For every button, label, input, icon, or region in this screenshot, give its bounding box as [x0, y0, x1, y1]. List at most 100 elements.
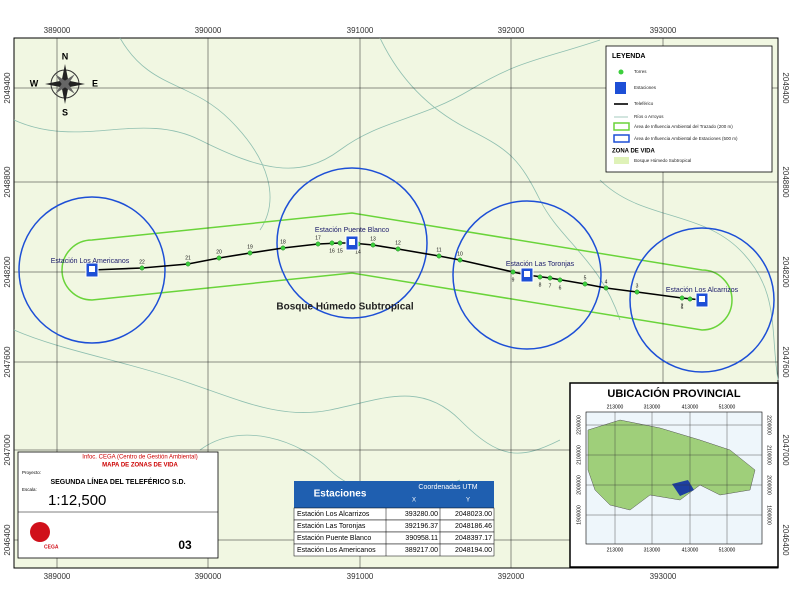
tower: [603, 285, 609, 291]
island: [587, 419, 756, 511]
inset-x-label: 513000: [719, 547, 736, 553]
tower-label: 2: [681, 303, 684, 309]
tower-label: 20: [216, 249, 222, 255]
project-name: SEGUNDA LÍNEA DEL TELEFÉRICO S.D.: [50, 477, 185, 486]
x-coord-label: 391000: [347, 26, 374, 35]
compass-letter: N: [62, 51, 69, 61]
x-coord-label: 392000: [498, 26, 525, 35]
inset-x-label: 413000: [682, 404, 699, 410]
river: [379, 37, 621, 321]
logo: [30, 522, 50, 542]
table-cell: 2048186.46: [455, 523, 492, 530]
y-coord-label: 2047000: [781, 434, 790, 466]
table-subheader: Y: [466, 498, 470, 504]
table-header: Coordenadas UTM: [418, 484, 477, 491]
table-row: [293, 543, 495, 557]
tower-label: 17: [315, 235, 321, 241]
legend-item: Estaciones: [634, 85, 657, 90]
table-cell: 390958.11: [405, 535, 438, 542]
table-cell: 392196.37: [405, 523, 438, 530]
tower: [395, 246, 401, 252]
tower-label: 13: [370, 236, 376, 242]
tower: [337, 240, 343, 246]
compass-letter: E: [92, 78, 98, 88]
inset-x-label: 213000: [607, 404, 624, 410]
tower-label: 18: [280, 239, 286, 245]
tower: [315, 241, 321, 247]
legend-zone-title: ZONA DE VIDA: [612, 149, 655, 155]
legend-item: Área de Influencia Ambiental del Trazado…: [634, 123, 733, 129]
zone-label: Bosque Húmedo Subtropical: [276, 302, 413, 313]
tower-label: 21: [185, 255, 191, 261]
station-buffer: [276, 167, 428, 319]
tower: [247, 250, 253, 256]
y-coord-label: 2049400: [3, 72, 12, 104]
x-coord-label: 391000: [347, 572, 374, 581]
legend-item: Ríos o Arroyos: [634, 114, 664, 119]
tower-label: 3: [636, 283, 639, 289]
tower: [679, 295, 685, 301]
y-coord-label: 2048800: [781, 166, 790, 198]
y-coord-label: 2047000: [3, 434, 12, 466]
inset-title: UBICACIÓN PROVINCIAL: [607, 387, 741, 400]
y-coord-label: 2046400: [3, 524, 12, 556]
tower-label: 19: [247, 244, 253, 250]
tower-label: 11: [436, 247, 441, 253]
tower: [582, 281, 588, 287]
tower: [537, 274, 543, 280]
river: [599, 179, 779, 381]
inset-y-label: 2100000: [766, 445, 772, 465]
tower: [557, 277, 563, 283]
inset-x-label: 313000: [644, 547, 661, 553]
title-block: [17, 451, 219, 559]
y-coord-label: 2047600: [3, 346, 12, 378]
y-coord-label: 2048200: [781, 256, 790, 288]
tower-label: 7: [549, 283, 552, 289]
inset-x-label: 513000: [719, 404, 736, 410]
map-title: MAPA DE ZONAS DE VIDA: [102, 463, 178, 469]
station-label: Estación Los Alcarrizos: [666, 287, 739, 294]
y-coord-label: 2048800: [3, 166, 12, 198]
station-icon-inner: [699, 296, 705, 302]
inset-y-label: 2200000: [576, 415, 582, 435]
rivers: [13, 37, 779, 495]
station-buffer: [18, 196, 166, 344]
tower: [370, 242, 376, 248]
tower-label: 16: [329, 248, 335, 254]
table-header-bg: [294, 481, 494, 508]
corridor-buffer: [61, 212, 733, 331]
table-cell: 2048194.00: [455, 547, 492, 554]
tower: [436, 253, 442, 259]
legend-symbol: [613, 134, 630, 143]
table-cell: Estación Los Americanos: [297, 547, 376, 554]
compass-letter: S: [62, 107, 68, 117]
tower: [216, 255, 222, 261]
inset-x-label: 213000: [607, 547, 624, 553]
table-cell: Estación Las Toronjas: [297, 523, 366, 530]
tower-label: 8: [539, 282, 542, 288]
y-coord-label: 2049400: [781, 72, 790, 104]
sheet-number: 03: [178, 538, 192, 552]
legend-title: LEYENDA: [612, 53, 645, 60]
project-label: Proyecto:: [22, 470, 41, 475]
tower-label: 10: [457, 251, 463, 257]
inset-y-label: 1900000: [766, 505, 772, 525]
x-coord-label: 392000: [498, 572, 525, 581]
x-coord-label: 389000: [44, 26, 71, 35]
tower: [510, 269, 516, 275]
tower-label: 12: [395, 240, 401, 246]
project-area: [672, 480, 694, 496]
x-coord-label: 390000: [195, 26, 222, 35]
tower-label: 5: [584, 275, 587, 281]
station-buffer: [629, 227, 775, 373]
river: [119, 37, 271, 231]
scale-label: Escala:: [22, 487, 37, 492]
logo-text: CEGA: [44, 544, 59, 550]
compass-rose: N E S W: [30, 51, 98, 117]
table-header: Estaciones: [314, 489, 367, 500]
inset-y-label: 2100000: [576, 445, 582, 465]
tower: [329, 240, 335, 246]
river: [13, 39, 601, 169]
x-coord-label: 390000: [195, 572, 222, 581]
